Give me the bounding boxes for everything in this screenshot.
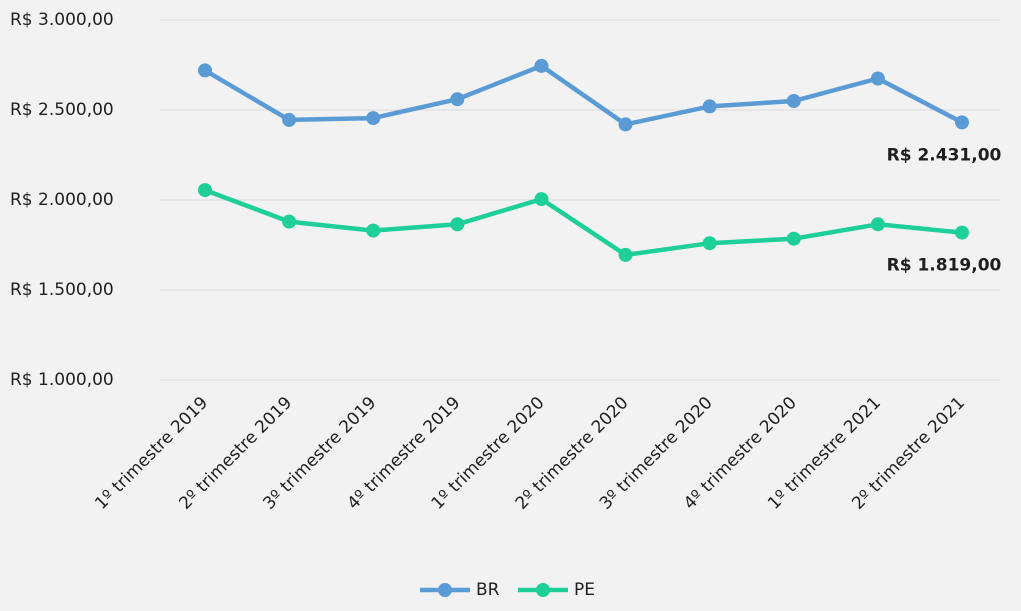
data-point <box>870 71 885 86</box>
legend-label: BR <box>476 580 500 600</box>
y-tick-label: R$ 1.500,00 <box>10 280 114 300</box>
series-line <box>204 187 963 258</box>
data-point <box>786 94 801 108</box>
data-point <box>786 231 801 246</box>
data-point <box>618 117 633 132</box>
y-tick-label: R$ 1.000,00 <box>10 370 114 390</box>
data-point <box>534 192 549 207</box>
data-point <box>198 63 212 78</box>
data-point <box>955 115 969 130</box>
y-tick-label: R$ 3.000,00 <box>10 10 114 30</box>
data-point <box>282 214 297 229</box>
data-point <box>618 247 633 262</box>
data-point <box>702 99 717 114</box>
legend-marker <box>438 583 452 597</box>
data-point <box>870 217 885 232</box>
data-point <box>366 111 381 126</box>
data-point <box>450 92 465 107</box>
series-line <box>203 63 964 127</box>
data-point <box>366 223 381 238</box>
data-point <box>702 236 717 251</box>
data-point <box>282 112 297 127</box>
data-point <box>534 58 549 73</box>
data-label: R$ 2.431,00 <box>887 145 1002 165</box>
data-point <box>450 217 465 232</box>
legend-label: PE <box>574 580 595 600</box>
data-point <box>198 183 212 198</box>
y-tick-label: R$ 2.500,00 <box>10 100 114 120</box>
legend-marker <box>536 583 550 597</box>
y-tick-label: R$ 2.000,00 <box>10 190 114 210</box>
data-point <box>955 225 969 240</box>
data-label: R$ 1.819,00 <box>887 256 1002 276</box>
